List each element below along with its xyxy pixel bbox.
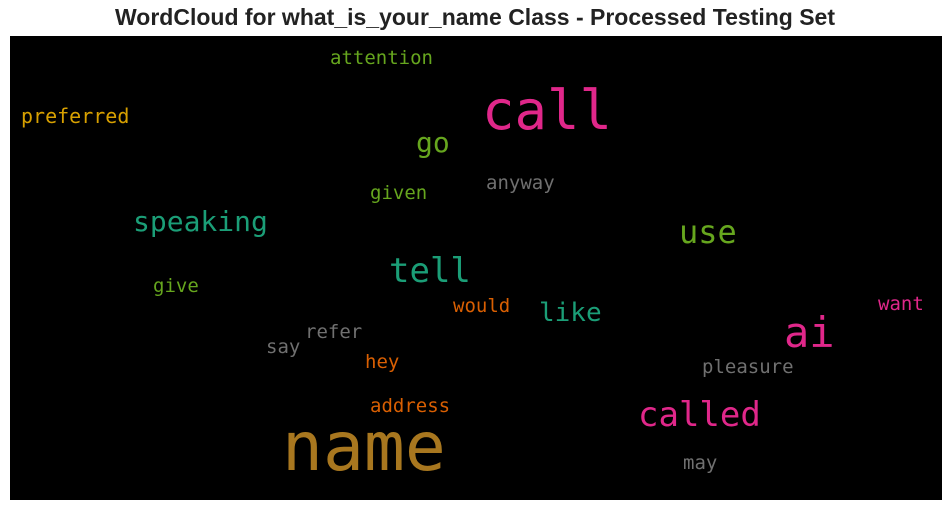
word-say: say [266,336,301,358]
word-ai: ai [784,308,835,357]
word-preferred: preferred [21,104,130,128]
word-use: use [679,213,737,251]
word-call: call [482,79,613,142]
word-give: give [153,275,199,297]
word-would: would [453,295,511,317]
word-speaking: speaking [133,205,268,238]
word-like: like [539,298,602,328]
word-name: name [282,408,446,487]
word-refer: refer [305,321,363,343]
word-address: address [370,395,451,417]
word-hey: hey [365,351,400,373]
word-given: given [370,182,428,204]
word-tell: tell [389,251,471,291]
word-want: want [878,293,924,315]
word-go: go [416,126,450,159]
word-attention: attention [330,47,433,69]
chart-title: WordCloud for what_is_your_name Class - … [115,4,835,30]
word-pleasure: pleasure [702,356,794,378]
word-may: may [683,452,718,474]
word-called: called [638,395,761,435]
word-anyway: anyway [486,172,555,194]
wordcloud-canvas: name call ai called tell use speaking go like pre… [10,36,942,500]
